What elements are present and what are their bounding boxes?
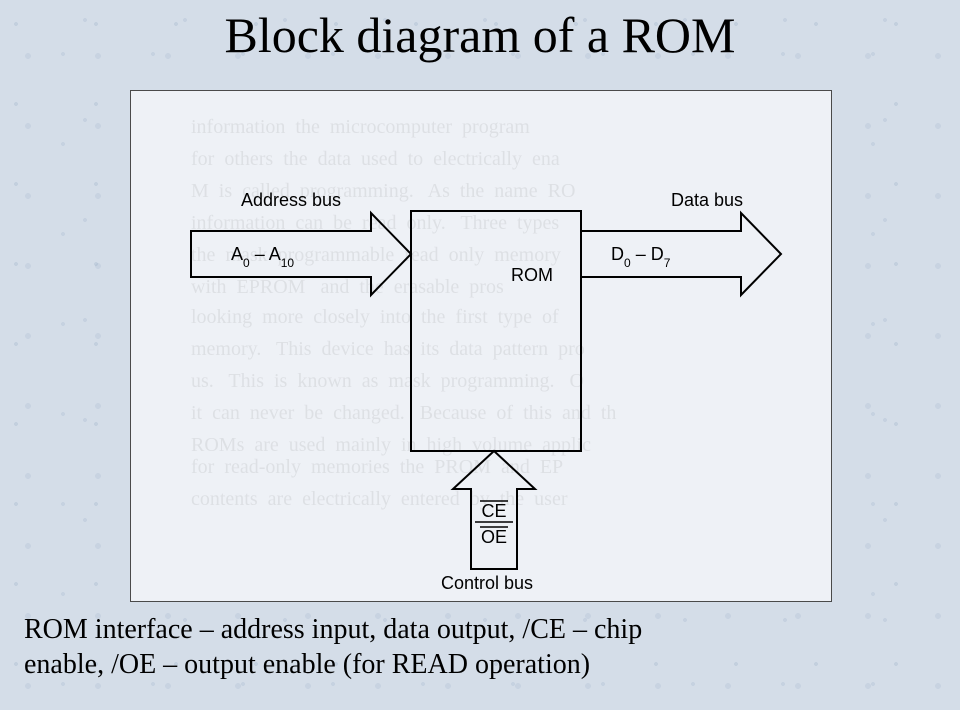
svg-text:Control bus: Control bus <box>441 573 533 593</box>
svg-text:ROM: ROM <box>511 265 553 285</box>
caption-line-1: ROM interface – address input, data outp… <box>24 614 642 645</box>
svg-text:Address bus: Address bus <box>241 190 341 210</box>
svg-text:Data bus: Data bus <box>671 190 743 210</box>
rom-block-diagram: information the microcomputer program fo… <box>130 90 832 602</box>
diagram-svg: ROMAddress busA0 – A10Data busD0 – D7Con… <box>131 91 831 601</box>
caption: ROM interface – address input, data outp… <box>24 612 642 682</box>
svg-text:CE: CE <box>481 501 506 521</box>
caption-line-2: enable, /OE – output enable (for READ op… <box>24 649 590 680</box>
page-title: Block diagram of a ROM <box>0 6 960 64</box>
svg-text:OE: OE <box>481 527 507 547</box>
